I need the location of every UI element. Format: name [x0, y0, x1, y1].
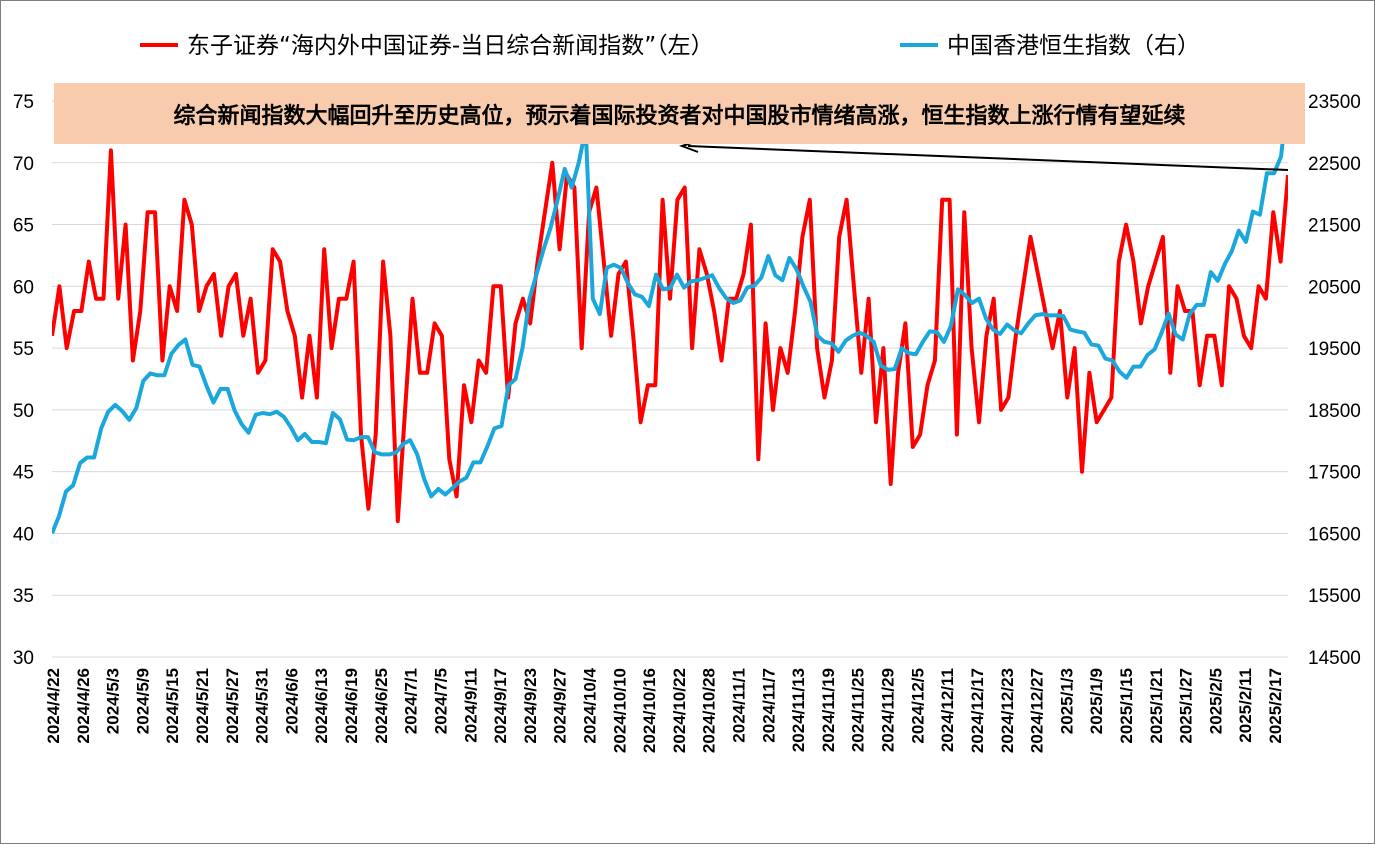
x-tick-label: 2024/12/11	[938, 668, 957, 752]
left-y-axis: 30 35 40 45 50 55 60 65 70 75	[13, 92, 34, 669]
x-tick-label: 2024/5/15	[163, 668, 182, 744]
x-tick-label: 2024/11/1	[730, 668, 749, 743]
x-tick-label: 2024/10/28	[700, 668, 719, 753]
x-tick-label: 2025/2/11	[1236, 668, 1255, 743]
x-tick-label: 2024/9/23	[521, 668, 540, 744]
news-index-series-line	[52, 148, 1288, 524]
right-y-axis: 14500 15500 16500 17500 18500 19500 20500 21500…	[1308, 92, 1361, 669]
x-tick-label: 2024/11/25	[849, 668, 868, 752]
legend-label: 中国香港恒生指数（右）	[947, 33, 1200, 59]
x-tick-label: 2025/1/9	[1087, 668, 1106, 734]
right-tick-label: 23500	[1308, 92, 1361, 113]
x-tick-label: 2024/9/11	[461, 668, 480, 743]
left-tick-label: 30	[13, 648, 34, 669]
right-tick-label: 20500	[1308, 277, 1361, 298]
x-tick-label: 2024/10/4	[580, 667, 599, 743]
legend-label: 东子证券“海内外中国证券-当日综合新闻指数”（左）	[187, 33, 714, 59]
right-tick-label: 19500	[1308, 339, 1361, 360]
x-tick-label: 2025/1/15	[1117, 668, 1136, 744]
x-tick-label: 2024/12/27	[1028, 668, 1047, 753]
x-tick-label: 2024/4/26	[74, 668, 93, 744]
x-tick-label: 2024/10/22	[670, 668, 689, 753]
x-tick-label: 2024/6/19	[342, 668, 361, 744]
x-tick-label: 2024/11/19	[819, 668, 838, 752]
x-tick-label: 2024/5/21	[193, 668, 212, 744]
x-tick-label: 2024/5/27	[223, 668, 242, 744]
left-tick-label: 35	[13, 586, 34, 607]
left-tick-label: 50	[13, 401, 34, 422]
left-tick-label: 70	[13, 154, 34, 175]
annotation-box: 综合新闻指数大幅回升至历史高位，预示着国际投资者对中国股市情绪高涨，恒生指数上涨…	[54, 83, 1305, 144]
x-tick-label: 2025/1/21	[1147, 668, 1166, 744]
left-tick-label: 65	[13, 216, 34, 237]
right-tick-label: 14500	[1308, 648, 1361, 669]
x-tick-label: 2024/11/7	[759, 668, 778, 743]
x-tick-label: 2024/4/22	[44, 668, 63, 744]
x-tick-label: 2024/6/6	[282, 668, 301, 734]
x-tick-label: 2024/10/16	[640, 668, 659, 753]
left-tick-label: 45	[13, 463, 34, 484]
x-tick-label: 2024/9/27	[551, 668, 570, 744]
arrow-line	[687, 145, 1289, 171]
x-tick-label: 2024/5/9	[133, 668, 152, 734]
annotation-arrow	[678, 140, 1289, 171]
x-axis: 2024/4/22 2024/4/26 2024/5/3 2024/5/9 2024/5…	[44, 667, 1285, 753]
left-tick-label: 60	[13, 277, 34, 298]
x-tick-label: 2024/12/17	[968, 668, 987, 753]
x-tick-label: 2024/5/3	[104, 668, 123, 734]
right-tick-label: 21500	[1308, 216, 1361, 237]
x-tick-label: 2025/2/17	[1266, 668, 1285, 744]
right-tick-label: 17500	[1308, 463, 1361, 484]
x-tick-label: 2024/9/17	[491, 668, 510, 744]
x-tick-label: 2025/2/5	[1206, 668, 1225, 734]
right-tick-label: 16500	[1308, 524, 1361, 545]
left-tick-label: 55	[13, 339, 34, 360]
left-tick-label: 75	[13, 92, 34, 113]
gridlines	[52, 100, 1288, 658]
x-tick-label: 2024/5/31	[253, 668, 272, 744]
right-tick-label: 22500	[1308, 154, 1361, 175]
x-tick-label: 2024/11/13	[789, 668, 808, 752]
x-tick-label: 2024/12/23	[998, 668, 1017, 753]
legend: 东子证券“海内外中国证券-当日综合新闻指数”（左） 中国香港恒生指数（右）	[140, 33, 1200, 59]
x-tick-label: 2025/1/3	[1057, 668, 1076, 734]
x-tick-label: 2024/7/1	[402, 668, 421, 734]
x-tick-label: 2025/1/27	[1177, 668, 1196, 744]
right-tick-label: 18500	[1308, 401, 1361, 422]
x-tick-label: 2024/6/25	[372, 668, 391, 744]
series-lines	[52, 94, 1288, 535]
x-tick-label: 2024/10/10	[610, 668, 629, 753]
x-tick-label: 2024/12/5	[908, 668, 927, 744]
x-tick-label: 2024/6/13	[312, 668, 331, 744]
right-tick-label: 15500	[1308, 586, 1361, 607]
x-tick-label: 2024/11/29	[879, 668, 898, 752]
x-tick-label: 2024/7/5	[431, 668, 450, 734]
hang-seng-series-line	[52, 94, 1288, 535]
left-tick-label: 40	[13, 524, 34, 545]
